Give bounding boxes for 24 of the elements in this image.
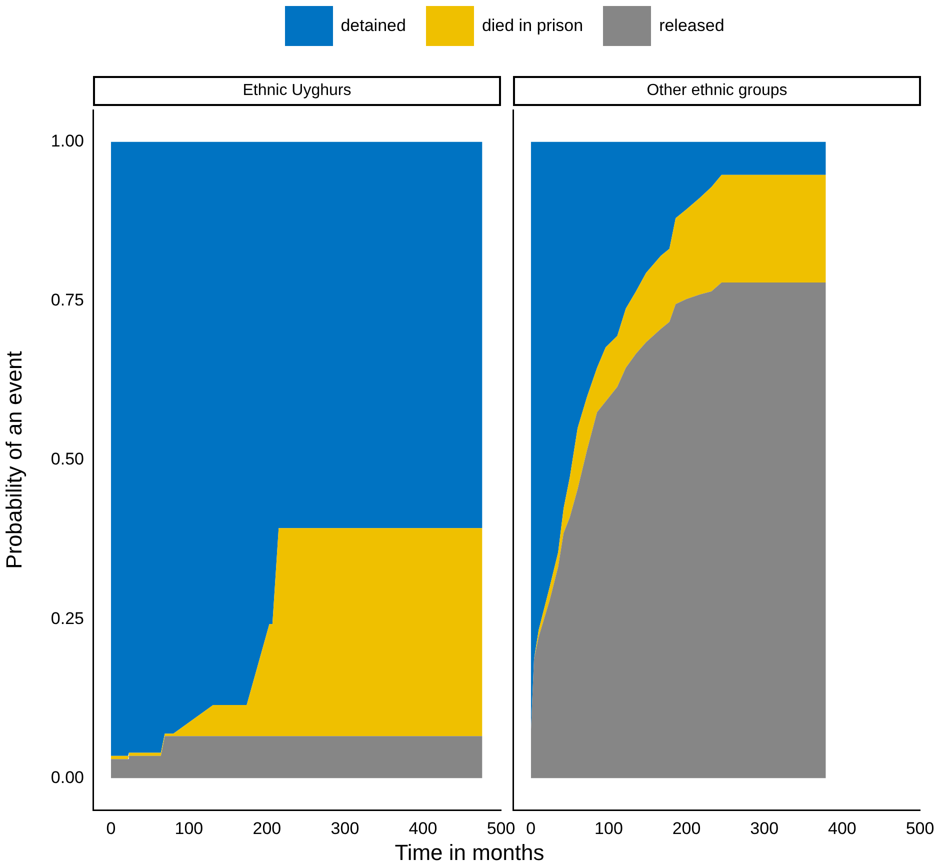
y-tick-label: 0.25 (50, 608, 84, 628)
x-tick-label: 500 (486, 818, 516, 838)
x-tick-label: 500 (906, 818, 934, 838)
x-tick-label: 400 (408, 818, 438, 838)
x-tick-label: 400 (828, 818, 856, 838)
x-tick-label: 0 (106, 818, 116, 838)
x-tick-label: 0 (526, 818, 536, 838)
y-tick-label: 0.50 (50, 450, 84, 469)
legend-label: died in prison (482, 16, 584, 36)
chart-title: Other ethnic groups (513, 76, 921, 106)
x-tick-label: 100 (594, 818, 623, 838)
legend-label: released (659, 16, 724, 36)
chart-title: Ethnic Uyghurs (93, 76, 501, 106)
y-tick-label: 0.75 (50, 290, 84, 310)
y-axis-title: Probability of an event (1, 351, 26, 569)
x-tick-label: 200 (672, 818, 701, 838)
x-tick-label: 300 (330, 818, 360, 838)
y-tick-label: 0.00 (50, 768, 84, 787)
x-axis-title: Time in months (394, 840, 546, 866)
x-tick-label: 300 (750, 818, 779, 838)
x-tick-label: 100 (174, 818, 204, 838)
legend-label: detained (340, 16, 406, 36)
x-tick-label: 200 (252, 818, 282, 838)
y-tick-label: 1.00 (50, 132, 84, 151)
